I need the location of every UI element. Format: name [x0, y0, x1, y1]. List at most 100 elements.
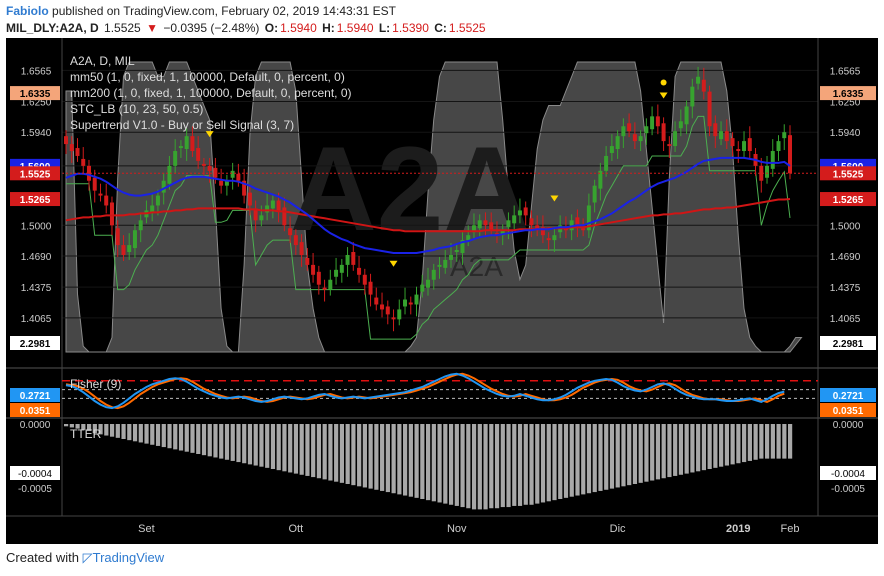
tter-bar — [506, 424, 511, 508]
candle-body — [420, 284, 425, 292]
axes: 1.65651.65651.62501.62501.59401.59401.56… — [10, 66, 876, 495]
candle-body — [132, 230, 137, 249]
candle-body — [437, 264, 442, 267]
price-tick-label: 1.4065 — [21, 314, 52, 325]
tter-bar — [178, 424, 184, 451]
tter-bar — [380, 424, 385, 491]
tter-bar — [173, 424, 178, 450]
fisher-title: Fisher (9) — [70, 377, 121, 391]
tter-bar — [736, 424, 741, 464]
tradingview-link[interactable]: TradingView — [92, 550, 165, 565]
sell-signal-marker — [659, 92, 668, 99]
price-gridlines — [62, 69, 818, 319]
price-badge — [10, 192, 60, 207]
candle-body — [184, 136, 189, 150]
tter-bar — [368, 424, 373, 489]
tter-bar — [466, 424, 471, 509]
candle-body — [242, 180, 247, 196]
tter-bar — [719, 424, 724, 467]
candle-body — [69, 144, 74, 152]
fisher-badge-label: 0.0351 — [20, 406, 51, 417]
mm200-line — [65, 198, 791, 233]
time-tick-label: 2019 — [726, 523, 750, 535]
candle-body — [782, 132, 787, 139]
sell-signal-marker — [550, 195, 559, 202]
candle-body — [334, 269, 339, 277]
tter-bar — [328, 424, 333, 481]
tter-bar — [678, 424, 684, 475]
tter-bar — [236, 424, 241, 463]
tter-bar — [569, 424, 574, 497]
tter-bar — [213, 424, 218, 458]
tter-bar — [351, 424, 356, 486]
tter-bar — [546, 424, 551, 502]
candle-body — [540, 227, 545, 236]
candle-body — [535, 225, 540, 231]
price-badge-label: 1.5525 — [20, 169, 51, 180]
tter-bar — [219, 424, 224, 459]
tter-pane[interactable]: TTER — [64, 424, 793, 510]
price-tick-label: 1.4375 — [21, 283, 52, 294]
fisher-pane[interactable]: Fisher (9) — [62, 372, 818, 410]
tter-bar — [460, 424, 465, 508]
candle-body — [322, 287, 327, 290]
tter-bar — [776, 424, 781, 459]
tter-bar — [155, 424, 161, 446]
candle-body — [759, 165, 764, 181]
sell-signal-marker — [389, 260, 398, 267]
tter-bar — [581, 424, 586, 495]
candle-body — [546, 238, 551, 241]
tter-bar — [207, 424, 212, 457]
candle-body — [489, 222, 494, 231]
candle-body — [483, 220, 488, 226]
tter-bar — [690, 424, 695, 473]
candle-body — [724, 131, 729, 142]
candle-body — [247, 192, 252, 206]
candle-body — [426, 279, 430, 288]
tter-bar — [770, 424, 775, 459]
price-tick-label: 1.5940 — [21, 128, 52, 139]
candle-body — [730, 138, 735, 147]
tter-bar — [759, 424, 764, 459]
price-tick-label: 1.5000 — [830, 221, 861, 232]
candle-body — [776, 141, 781, 152]
candle-body — [92, 177, 97, 191]
tter-tick-label: 0.0000 — [20, 420, 51, 431]
candle-body — [305, 257, 310, 265]
tradingview-logo-icon: ◸ — [82, 550, 93, 565]
candle-body — [362, 274, 367, 285]
tter-badge — [820, 466, 876, 480]
candle-body — [328, 279, 333, 290]
candle-body — [81, 158, 86, 166]
legend-mm50: mm50 (1, 0, fixed, 1, 100000, Default, 0… — [70, 70, 345, 84]
candle-body — [201, 163, 206, 166]
tter-bar — [713, 424, 718, 468]
candle-body — [627, 123, 632, 132]
time-tick-label: Set — [138, 523, 155, 535]
tter-bar — [374, 424, 379, 490]
fisher-badge — [820, 403, 876, 417]
tter-bar — [224, 424, 230, 460]
tter-bar — [650, 424, 655, 481]
candle-body — [299, 242, 304, 255]
price-badge-label: 1.5265 — [20, 195, 51, 206]
tter-bar — [305, 424, 310, 476]
tter-bar — [316, 424, 322, 479]
fisher-badge — [10, 403, 60, 417]
candle-body — [707, 91, 712, 127]
symbol-info: MIL_DLY:A2A, D 1.5525 ▼ −0.0395 (−2.48%)… — [6, 21, 488, 35]
last-price: 1.5525 — [104, 21, 141, 35]
price-pane[interactable]: A2A A2A A2A, D, MIL mm50 (1, 0, fixed, 1… — [62, 52, 818, 354]
tter-bar — [724, 424, 729, 466]
tter-bar — [75, 424, 80, 429]
tter-bar — [747, 424, 752, 461]
author-link[interactable]: Fabiolo — [6, 4, 49, 18]
tter-bar — [586, 424, 592, 494]
tter-bar — [592, 424, 597, 493]
open-value: 1.5940 — [280, 21, 317, 35]
legend-mm200: mm200 (1, 0, fixed, 1, 100000, Default, … — [70, 86, 352, 100]
candle-body — [523, 207, 528, 216]
candle-body — [64, 136, 68, 145]
tter-bar — [414, 424, 419, 498]
